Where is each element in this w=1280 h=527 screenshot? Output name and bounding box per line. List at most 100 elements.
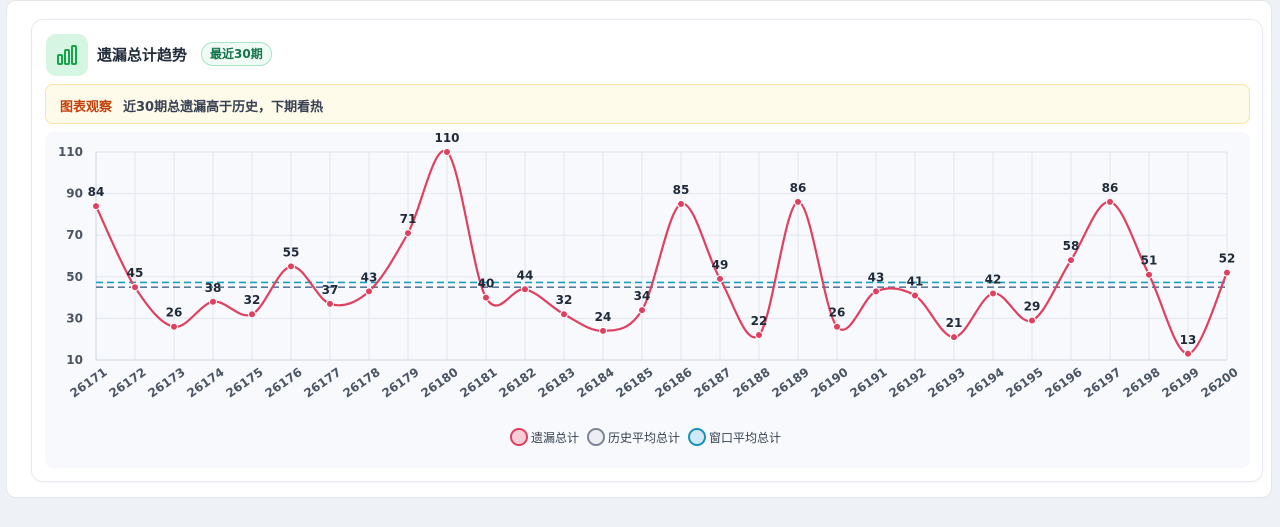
x-tick-label: 26194: [964, 365, 1006, 400]
x-tick-label: 26183: [535, 365, 577, 400]
data-label: 34: [634, 289, 651, 303]
data-label: 40: [478, 277, 495, 291]
legend-item-history-avg[interactable]: 历史平均总计: [586, 428, 680, 446]
x-tick-label: 26189: [769, 365, 811, 400]
data-point: [521, 285, 529, 294]
x-tick-label: 26173: [145, 365, 187, 400]
data-label: 55: [283, 245, 300, 259]
data-label: 85: [673, 183, 690, 197]
data-label: 24: [595, 310, 612, 324]
data-point: [1184, 349, 1192, 358]
data-point: [560, 310, 568, 319]
x-tick-label: 26172: [106, 365, 148, 400]
data-label: 32: [244, 293, 261, 307]
insight-banner: 图表观察 近30期总遗漏高于历史，下期看热: [45, 84, 1250, 124]
x-tick-label: 26195: [1003, 365, 1045, 400]
data-point: [482, 293, 490, 302]
data-point: [950, 333, 958, 342]
x-tick-label: 26171: [67, 365, 109, 400]
x-tick-label: 26177: [301, 365, 343, 400]
data-label: 58: [1063, 239, 1080, 253]
data-label: 42: [985, 272, 1002, 286]
data-label: 86: [1102, 181, 1119, 195]
legend-item-window-avg[interactable]: 窗口平均总计: [688, 428, 781, 446]
y-tick-label: 30: [66, 311, 83, 325]
x-tick-label: 26197: [1081, 365, 1123, 400]
x-tick-label: 26174: [184, 365, 226, 400]
y-tick-label: 90: [66, 187, 83, 201]
data-label: 44: [517, 268, 534, 282]
data-point: [755, 331, 763, 340]
x-tick-label: 26182: [496, 365, 538, 400]
trend-card: 遗漏总计趋势 最近30期 图表观察 近30期总遗漏高于历史，下期看热 10 30 5…: [31, 19, 1263, 482]
data-point: [443, 148, 451, 156]
data-point: [833, 322, 841, 331]
data-point: [794, 197, 802, 206]
x-tick-label: 26179: [379, 365, 421, 400]
legend-label-window-avg: 窗口平均总计: [709, 430, 782, 445]
data-point: [989, 289, 997, 298]
data-label: 43: [868, 270, 885, 284]
data-label: 52: [1219, 252, 1236, 266]
data-label: 22: [751, 314, 768, 328]
x-tick-label: 26192: [886, 365, 928, 400]
x-tick-label: 26178: [340, 365, 382, 400]
data-point: [599, 326, 607, 335]
x-tick-label: 26188: [730, 365, 772, 400]
data-point: [404, 229, 412, 238]
data-point: [170, 322, 178, 331]
y-tick-label: 50: [66, 270, 83, 284]
data-label: 37: [322, 283, 339, 297]
legend-label-series: 遗漏总计: [530, 430, 579, 445]
insight-tag: 图表观察: [60, 100, 113, 115]
data-label: 29: [1024, 299, 1041, 313]
data-point: [287, 262, 295, 271]
x-tick-label: 26185: [613, 365, 655, 400]
data-point: [209, 297, 217, 306]
legend-swatch-history-avg: [586, 428, 605, 446]
data-label: 26: [166, 306, 183, 320]
data-label: 26: [829, 306, 846, 320]
data-label: 84: [88, 185, 105, 199]
y-tick-label: 70: [66, 228, 83, 242]
card-title: 遗漏总计趋势: [97, 46, 188, 64]
y-tick-label: 110: [58, 145, 83, 159]
data-point: [365, 287, 373, 296]
x-tick-label: 26193: [925, 365, 967, 400]
data-label: 71: [400, 212, 417, 226]
data-point: [1223, 268, 1231, 277]
data-label: 21: [946, 316, 963, 330]
chart-area: 10 30 50 70 90 110 26171 26172 26173 26174 26175 26…: [45, 132, 1250, 468]
x-tick-label: 26180: [418, 365, 460, 400]
x-tick-label: 26196: [1042, 365, 1084, 400]
data-point: [1067, 256, 1075, 265]
legend-swatch-series: [509, 428, 528, 446]
data-point: [326, 299, 334, 308]
data-label: 43: [361, 270, 378, 284]
legend-label-history-avg: 历史平均总计: [607, 430, 680, 445]
x-tick-label: 26198: [1120, 365, 1162, 400]
x-tick-label: 26200: [1198, 365, 1240, 400]
data-point: [872, 287, 880, 296]
page-frame: 遗漏总计趋势 最近30期 图表观察 近30期总遗漏高于历史，下期看热 10 30 5…: [6, 0, 1272, 498]
data-label: 38: [205, 281, 222, 295]
data-point: [638, 306, 646, 315]
series-line: [95, 149, 1228, 355]
data-label: 32: [556, 293, 573, 307]
data-label: 86: [790, 181, 807, 195]
chart-legend: 遗漏总计 历史平均总计 窗口平均总计: [45, 428, 1250, 446]
x-tick-label: 26184: [574, 365, 616, 400]
bar-chart-icon: [46, 34, 88, 76]
x-tick-label: 26191: [847, 365, 889, 400]
data-point: [1106, 197, 1114, 206]
x-tick-label: 26199: [1159, 365, 1201, 400]
y-tick-label: 10: [66, 353, 83, 367]
x-tick-label: 26175: [223, 365, 265, 400]
legend-swatch-window-avg: [688, 428, 706, 446]
x-tick-label: 26186: [652, 365, 694, 400]
insight-text: 近30期总遗漏高于历史，下期看热: [123, 100, 324, 115]
data-point: [1145, 270, 1153, 279]
period-badge: 最近30期: [201, 42, 272, 66]
data-label: 45: [127, 266, 144, 280]
legend-item-series[interactable]: 遗漏总计: [509, 428, 579, 446]
